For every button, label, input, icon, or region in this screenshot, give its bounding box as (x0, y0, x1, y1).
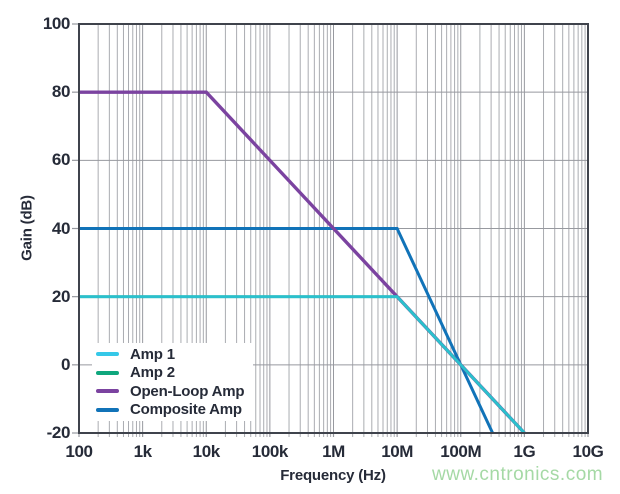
x-tick-label-1M: 1M (322, 442, 345, 461)
legend: Amp 1 Amp 2 Open-Loop Amp Composite Amp (92, 343, 253, 421)
legend-swatch (96, 389, 119, 394)
y-tick-label-60: 60 (51, 150, 71, 170)
y-tick-label--20: -20 (46, 423, 71, 442)
legend-item-composite-amp: Composite Amp (92, 401, 253, 419)
y-tick-label-40: 40 (51, 218, 71, 238)
legend-label: Composite Amp (130, 401, 242, 419)
x-tick-label-1G: 1G (513, 442, 536, 461)
legend-label: Amp 1 (130, 345, 175, 363)
legend-item-open-loop-amp: Open-Loop Amp (92, 382, 253, 400)
series-line-amp-1 (79, 295, 526, 434)
legend-label: Amp 2 (130, 364, 175, 382)
legend-swatch (96, 407, 119, 412)
x-tick-label-10M: 10M (381, 442, 414, 461)
legend-label: Open-Loop Amp (130, 382, 245, 400)
plot-border (78, 23, 589, 434)
x-tick-label-100M: 100M (440, 442, 482, 461)
x-tick-label-100k: 100k (251, 442, 289, 461)
y-tick-label-100: 100 (42, 14, 71, 33)
x-tick-label-1k: 1k (133, 442, 153, 461)
legend-item-amp-1: Amp 1 (92, 345, 253, 363)
legend-swatch (96, 352, 119, 356)
x-axis-title: Frequency (Hz) (280, 467, 386, 484)
y-tick-label-0: 0 (60, 354, 70, 374)
legend-swatch (96, 370, 119, 375)
x-tick-label-100: 100 (65, 442, 93, 461)
legend-item-amp-2: Amp 2 (92, 364, 253, 382)
y-tick-label-20: 20 (51, 286, 71, 306)
x-tick-label-10k: 10k (192, 442, 221, 461)
watermark-text: www.cntronics.com (432, 464, 604, 485)
y-tick-label-80: 80 (51, 82, 71, 102)
x-tick-label-10G: 10G (572, 442, 604, 461)
